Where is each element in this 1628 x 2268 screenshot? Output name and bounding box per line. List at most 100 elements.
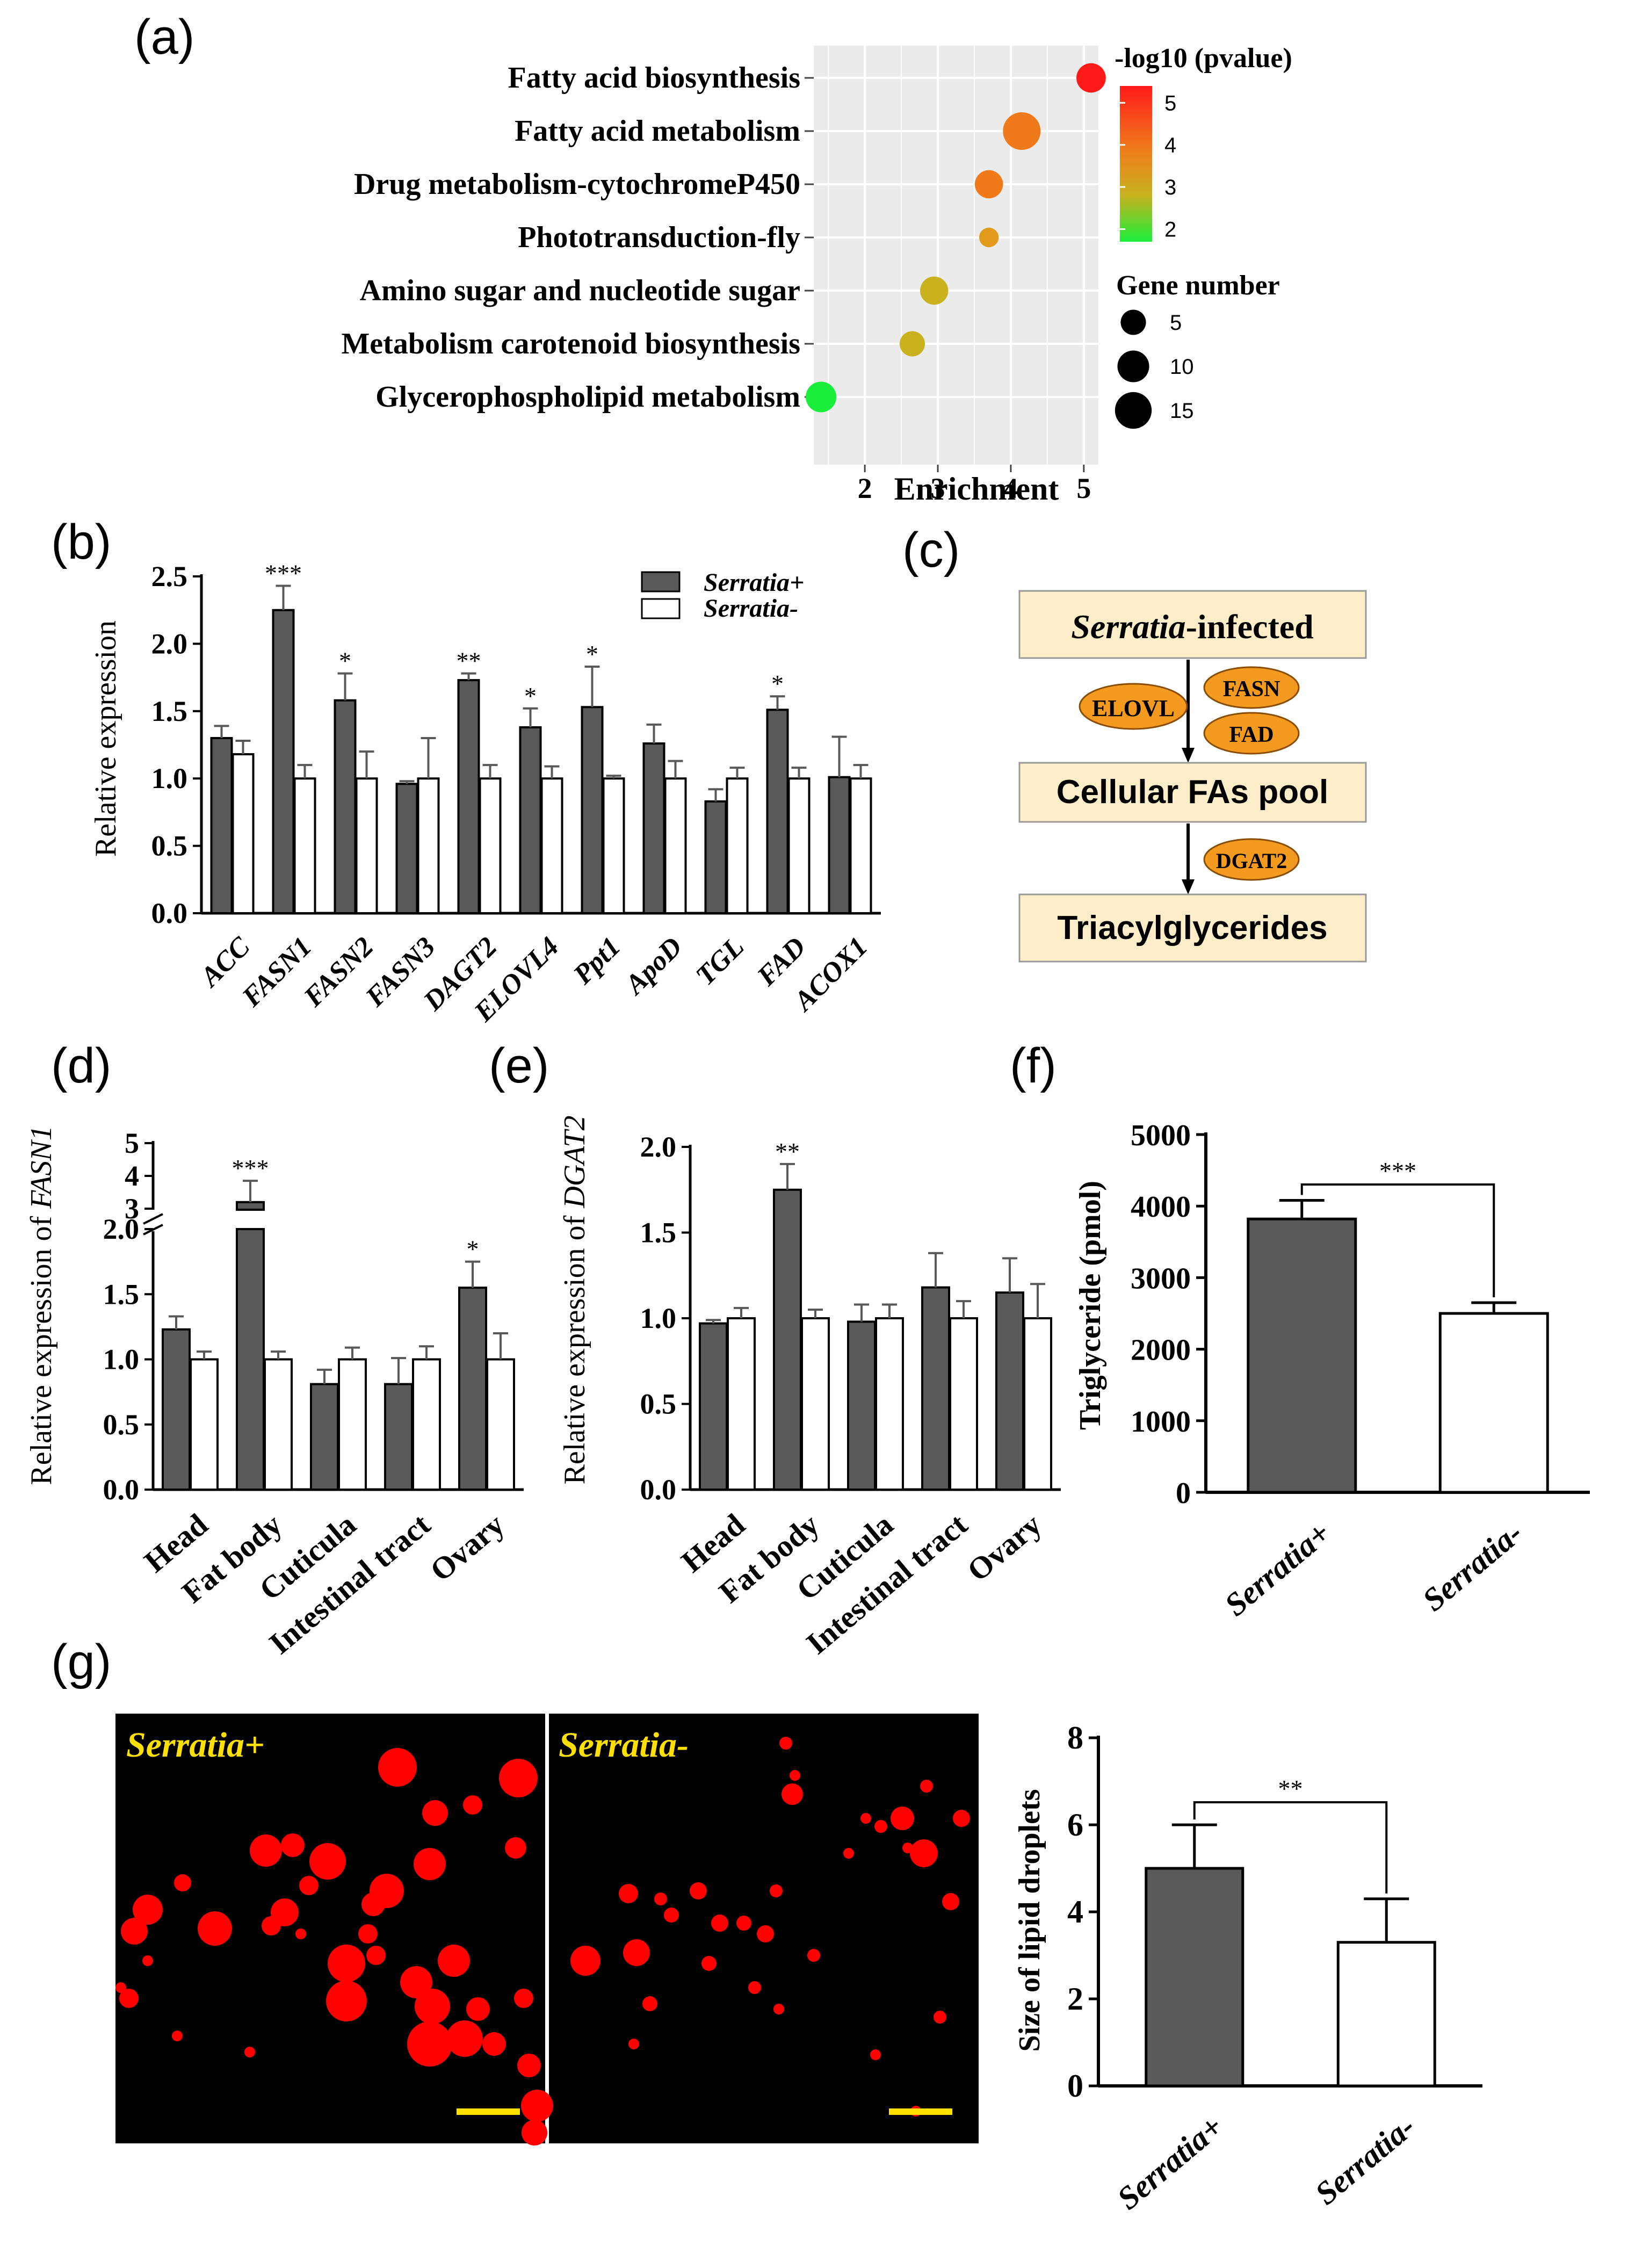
lipid-droplet xyxy=(757,1925,774,1942)
panel-label-b: (b) xyxy=(51,515,111,569)
bar-serratia-plus xyxy=(210,736,233,914)
arrow-step1-head xyxy=(1182,748,1195,763)
enzyme-fad xyxy=(1203,712,1300,755)
enzyme-fasn-label: FASN xyxy=(1223,677,1280,702)
y-tick-label: 5 xyxy=(125,1127,139,1159)
x-tick-label: 2 xyxy=(858,472,872,504)
colorbar-tick-label: 5 xyxy=(1164,91,1176,115)
legend-b-swatch-plus xyxy=(641,571,681,593)
lipid-droplet xyxy=(910,1839,938,1867)
lipid-droplet xyxy=(843,1848,854,1859)
significance-mark: *** xyxy=(232,1154,269,1182)
lipid-droplet xyxy=(736,1916,751,1931)
panel-f-bar-chart: 0 1000 2000 3000 4000 5000 Serratia+ Serratia- *… xyxy=(1074,1119,1590,1623)
y-tick-label: 2 xyxy=(1067,1981,1083,2017)
lipid-droplet xyxy=(782,1783,803,1805)
bar-serratia-plus xyxy=(457,679,480,914)
lipid-droplet xyxy=(642,1996,657,2011)
x-category-label: ApoD xyxy=(618,931,688,1001)
legend-b-label-plus: Serratia+ xyxy=(704,568,804,597)
enrichment-point xyxy=(806,381,837,413)
lipid-droplet xyxy=(748,1981,761,1994)
lipid-droplet xyxy=(779,1737,792,1750)
x-category-label: Serratia+ xyxy=(1111,2108,1230,2216)
plot-b: 0.00.51.01.52.02.5ACC***FASN1*FASN2FASN3… xyxy=(151,560,881,1028)
lipid-droplet xyxy=(711,1915,728,1932)
panel-a-bubble-chart: Fatty acid biosynthesis Fatty acid metabo… xyxy=(341,43,1292,507)
significance-mark: * xyxy=(467,1236,479,1263)
lipid-droplet xyxy=(807,1949,820,1962)
bar-serratia-minus xyxy=(949,1317,978,1491)
bar-serratia-minus xyxy=(479,777,502,914)
enrichment-point xyxy=(1003,112,1041,150)
y-tick-label: 0.5 xyxy=(640,1388,677,1420)
panel-g-images: Serratia+ Serratia- xyxy=(115,1714,979,2146)
y-tick-label: 4000 xyxy=(1131,1190,1191,1224)
x-category-label: Serratia- xyxy=(1308,2108,1422,2212)
plot-e-y-label: Relative expression of DGAT2 xyxy=(558,1116,591,1485)
lipid-droplet xyxy=(770,1884,783,1897)
bar-serratia-minus xyxy=(190,1358,219,1491)
y-tick-label: 1.0 xyxy=(103,1344,140,1376)
plot-a-background xyxy=(814,46,1098,465)
lipid-droplet xyxy=(119,1989,139,2008)
lipid-droplet xyxy=(623,1939,650,1966)
y-tick-label: 0.0 xyxy=(151,897,188,929)
enrichment-point xyxy=(974,170,1003,199)
panel-c-pathway-diagram: Serratia-infected ELOVL FASN FAD Cellula… xyxy=(1018,590,1367,963)
x-category-label: Ovary xyxy=(423,1507,511,1588)
lipid-droplet xyxy=(790,1770,800,1781)
y-tick-label: 3 xyxy=(125,1193,139,1225)
y-tick-label: 1.5 xyxy=(151,695,188,727)
lipid-droplet xyxy=(370,1874,404,1908)
bar-serratia-plus xyxy=(310,1383,339,1491)
legend-b-swatch-minus xyxy=(641,598,681,619)
panel-label-a: (a) xyxy=(134,10,194,64)
image-label-serratia-minus: Serratia- xyxy=(559,1725,689,1765)
lipid-droplet xyxy=(250,1834,282,1867)
lipid-droplet xyxy=(244,2047,255,2057)
lipid-droplet xyxy=(415,1989,450,2024)
enrichment-point xyxy=(920,276,949,305)
x-category-label: FASN2 xyxy=(298,931,379,1013)
bar-serratia-plus xyxy=(847,1320,876,1491)
bar-serratia-minus xyxy=(875,1317,904,1491)
bar-serratia-plus xyxy=(384,1383,413,1491)
plot-f: 0 1000 2000 3000 4000 5000 Serratia+ Serratia- *… xyxy=(1131,1119,1590,1623)
panel-label-d: (d) xyxy=(51,1038,111,1093)
legend-a-color-ticks: 5 4 3 2 xyxy=(1120,91,1176,241)
y-tick-label: 4 xyxy=(125,1160,139,1192)
bar-serratia-plus xyxy=(236,1228,265,1491)
y-tick-label: 8 xyxy=(1067,1720,1083,1756)
bar-serratia-minus xyxy=(412,1358,441,1491)
bar-serratia-plus xyxy=(704,800,727,915)
bar-serratia-minus xyxy=(849,777,872,914)
lipid-droplet xyxy=(115,1982,126,1993)
bar-serratia-plus xyxy=(334,699,357,914)
bar-serratia-minus xyxy=(338,1358,367,1491)
scale-bar-plus xyxy=(457,2108,520,2115)
bar-serratia-plus xyxy=(581,706,604,914)
bar-serratia-plus xyxy=(272,609,295,914)
lipid-droplet xyxy=(920,1780,933,1793)
pathway-label: Fatty acid metabolism xyxy=(515,114,800,148)
bar-serratia-plus-upper xyxy=(236,1201,265,1211)
significance-mark: * xyxy=(771,670,784,697)
plot-a-x-ticks: 2 3 4 5 xyxy=(858,465,1091,504)
lipid-droplet xyxy=(466,1997,490,2021)
panel-label-c: (c) xyxy=(902,523,960,577)
x-category-label: TGL xyxy=(690,931,750,992)
lipid-droplet xyxy=(400,1966,432,1998)
bar-serratia-minus xyxy=(787,777,811,914)
plot-b-y-label: Relative expression xyxy=(89,620,122,857)
lipid-droplet xyxy=(407,2021,452,2067)
lipid-droplet xyxy=(664,1908,679,1923)
lipid-droplet xyxy=(521,2090,553,2122)
scale-bar-minus xyxy=(889,2108,952,2115)
bar-serratia-plus xyxy=(995,1291,1024,1491)
lipid-droplet xyxy=(328,1945,365,1982)
plot-a-grid xyxy=(814,46,1098,465)
